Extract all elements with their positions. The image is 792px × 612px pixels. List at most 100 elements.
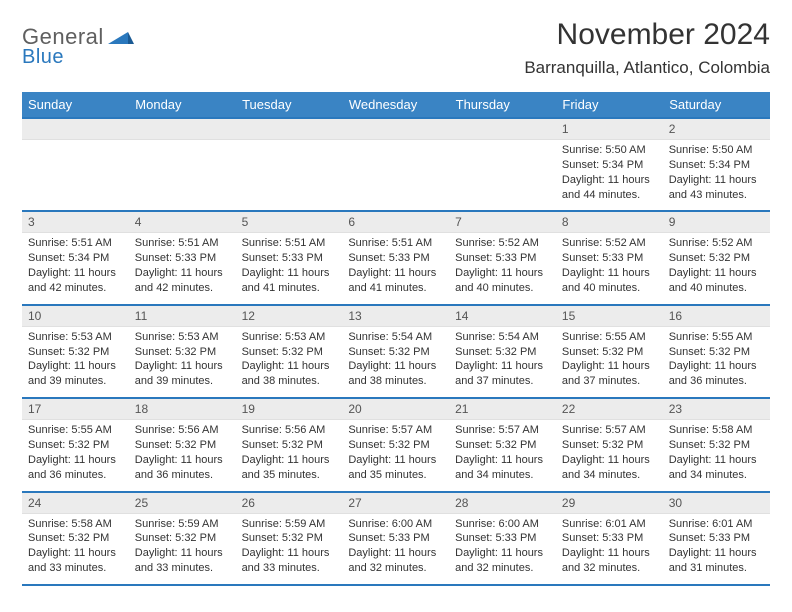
daylight-text: Daylight: 11 hours and 35 minutes.: [242, 453, 337, 483]
logo: General Blue: [22, 18, 134, 69]
day-number-cell: 1: [556, 118, 663, 140]
daylight-text: Daylight: 11 hours and 42 minutes.: [28, 266, 123, 296]
sunset-text: Sunset: 5:34 PM: [669, 158, 764, 173]
day-detail-cell: [236, 140, 343, 212]
dow-saturday: Saturday: [663, 92, 770, 118]
day-detail-cell: Sunrise: 5:57 AMSunset: 5:32 PMDaylight:…: [342, 420, 449, 492]
day-number-cell: 23: [663, 398, 770, 420]
daynum-row: 10111213141516: [22, 305, 770, 327]
day-detail-cell: Sunrise: 5:52 AMSunset: 5:33 PMDaylight:…: [556, 233, 663, 305]
day-number-cell: 19: [236, 398, 343, 420]
day-number-cell: 18: [129, 398, 236, 420]
day-number-cell: [236, 118, 343, 140]
sunrise-text: Sunrise: 5:53 AM: [242, 330, 337, 345]
daynum-row: 24252627282930: [22, 492, 770, 514]
sunrise-text: Sunrise: 5:55 AM: [562, 330, 657, 345]
day-detail-cell: Sunrise: 5:51 AMSunset: 5:33 PMDaylight:…: [342, 233, 449, 305]
day-detail-cell: [342, 140, 449, 212]
sunset-text: Sunset: 5:32 PM: [28, 438, 123, 453]
sunset-text: Sunset: 5:32 PM: [348, 345, 443, 360]
sunrise-text: Sunrise: 5:53 AM: [135, 330, 230, 345]
daylight-text: Daylight: 11 hours and 40 minutes.: [562, 266, 657, 296]
daylight-text: Daylight: 11 hours and 38 minutes.: [242, 359, 337, 389]
day-number-cell: 7: [449, 211, 556, 233]
sunrise-text: Sunrise: 6:01 AM: [669, 517, 764, 532]
day-number-cell: 24: [22, 492, 129, 514]
sunset-text: Sunset: 5:33 PM: [455, 251, 550, 266]
day-number-cell: [342, 118, 449, 140]
day-detail-cell: Sunrise: 5:59 AMSunset: 5:32 PMDaylight:…: [129, 513, 236, 585]
day-detail-cell: Sunrise: 5:58 AMSunset: 5:32 PMDaylight:…: [663, 420, 770, 492]
sunset-text: Sunset: 5:32 PM: [135, 438, 230, 453]
day-number-cell: 17: [22, 398, 129, 420]
day-number-cell: 26: [236, 492, 343, 514]
sunrise-text: Sunrise: 5:51 AM: [28, 236, 123, 251]
day-number-cell: [22, 118, 129, 140]
day-number-cell: 3: [22, 211, 129, 233]
calendar-table: Sunday Monday Tuesday Wednesday Thursday…: [22, 92, 770, 586]
sunrise-text: Sunrise: 5:55 AM: [669, 330, 764, 345]
logo-mark-icon: [108, 28, 134, 48]
sunset-text: Sunset: 5:34 PM: [562, 158, 657, 173]
daylight-text: Daylight: 11 hours and 32 minutes.: [562, 546, 657, 576]
detail-row: Sunrise: 5:53 AM Sunset: 5:32 PM Daylight:…: [22, 326, 770, 398]
day-detail-cell: Sunrise: 5:56 AMSunset: 5:32 PMDaylight:…: [129, 420, 236, 492]
sunrise-text: Sunrise: 5:50 AM: [562, 143, 657, 158]
daylight-text: Daylight: 11 hours and 39 minutes.: [135, 359, 230, 389]
day-detail-cell: [22, 140, 129, 212]
day-number-cell: 5: [236, 211, 343, 233]
day-number-cell: 9: [663, 211, 770, 233]
day-number-cell: 15: [556, 305, 663, 327]
sunset-text: Sunset: 5:33 PM: [562, 251, 657, 266]
sunset-text: Sunset: 5:34 PM: [28, 251, 123, 266]
sunset-text: Sunset: 5:32 PM: [669, 345, 764, 360]
dow-monday: Monday: [129, 92, 236, 118]
logo-text-blue: Blue: [22, 46, 104, 69]
sunrise-text: Sunrise: 5:51 AM: [135, 236, 230, 251]
day-detail-cell: Sunrise: 5:51 AMSunset: 5:33 PMDaylight:…: [129, 233, 236, 305]
sunset-text: Sunset: 5:32 PM: [455, 345, 550, 360]
sunset-text: Sunset: 5:32 PM: [135, 531, 230, 546]
day-detail-cell: Sunrise: 5:52 AMSunset: 5:33 PMDaylight:…: [449, 233, 556, 305]
day-detail-cell: Sunrise: 5:50 AMSunset: 5:34 PMDaylight:…: [556, 140, 663, 212]
sunset-text: Sunset: 5:33 PM: [348, 251, 443, 266]
sunset-text: Sunset: 5:32 PM: [28, 345, 123, 360]
detail-row: Sunrise: 5:58 AM Sunset: 5:32 PM Daylight:…: [22, 513, 770, 585]
daylight-text: Daylight: 11 hours and 44 minutes.: [562, 173, 657, 203]
sunset-text: Sunset: 5:32 PM: [242, 438, 337, 453]
sunset-text: Sunset: 5:33 PM: [455, 531, 550, 546]
sunset-text: Sunset: 5:33 PM: [348, 531, 443, 546]
dow-wednesday: Wednesday: [342, 92, 449, 118]
sunrise-text: Sunrise: 5:56 AM: [242, 423, 337, 438]
day-number-cell: 21: [449, 398, 556, 420]
day-detail-cell: Sunrise: 5:59 AMSunset: 5:32 PMDaylight:…: [236, 513, 343, 585]
sunrise-text: Sunrise: 5:58 AM: [28, 517, 123, 532]
daylight-text: Daylight: 11 hours and 33 minutes.: [28, 546, 123, 576]
header: General Blue November 2024 Barranquilla,…: [22, 18, 770, 78]
sunrise-text: Sunrise: 5:51 AM: [242, 236, 337, 251]
day-detail-cell: Sunrise: 5:55 AMSunset: 5:32 PMDaylight:…: [556, 326, 663, 398]
day-detail-cell: Sunrise: 5:53 AMSunset: 5:32 PMDaylight:…: [22, 326, 129, 398]
daylight-text: Daylight: 11 hours and 34 minutes.: [455, 453, 550, 483]
daylight-text: Daylight: 11 hours and 33 minutes.: [242, 546, 337, 576]
daynum-row: 17181920212223: [22, 398, 770, 420]
day-number-cell: 8: [556, 211, 663, 233]
daylight-text: Daylight: 11 hours and 32 minutes.: [348, 546, 443, 576]
daylight-text: Daylight: 11 hours and 36 minutes.: [135, 453, 230, 483]
month-title: November 2024: [524, 18, 770, 52]
daylight-text: Daylight: 11 hours and 32 minutes.: [455, 546, 550, 576]
sunrise-text: Sunrise: 5:52 AM: [669, 236, 764, 251]
day-number-cell: 22: [556, 398, 663, 420]
day-number-cell: 25: [129, 492, 236, 514]
daylight-text: Daylight: 11 hours and 36 minutes.: [28, 453, 123, 483]
sunrise-text: Sunrise: 6:00 AM: [348, 517, 443, 532]
sunset-text: Sunset: 5:32 PM: [348, 438, 443, 453]
day-number-cell: [129, 118, 236, 140]
daylight-text: Daylight: 11 hours and 34 minutes.: [669, 453, 764, 483]
day-detail-cell: Sunrise: 6:00 AMSunset: 5:33 PMDaylight:…: [449, 513, 556, 585]
sunset-text: Sunset: 5:32 PM: [562, 345, 657, 360]
dow-sunday: Sunday: [22, 92, 129, 118]
detail-row: Sunrise: 5:50 AMSunset: 5:34 PMDaylight:…: [22, 140, 770, 212]
sunrise-text: Sunrise: 5:59 AM: [135, 517, 230, 532]
daylight-text: Daylight: 11 hours and 34 minutes.: [562, 453, 657, 483]
